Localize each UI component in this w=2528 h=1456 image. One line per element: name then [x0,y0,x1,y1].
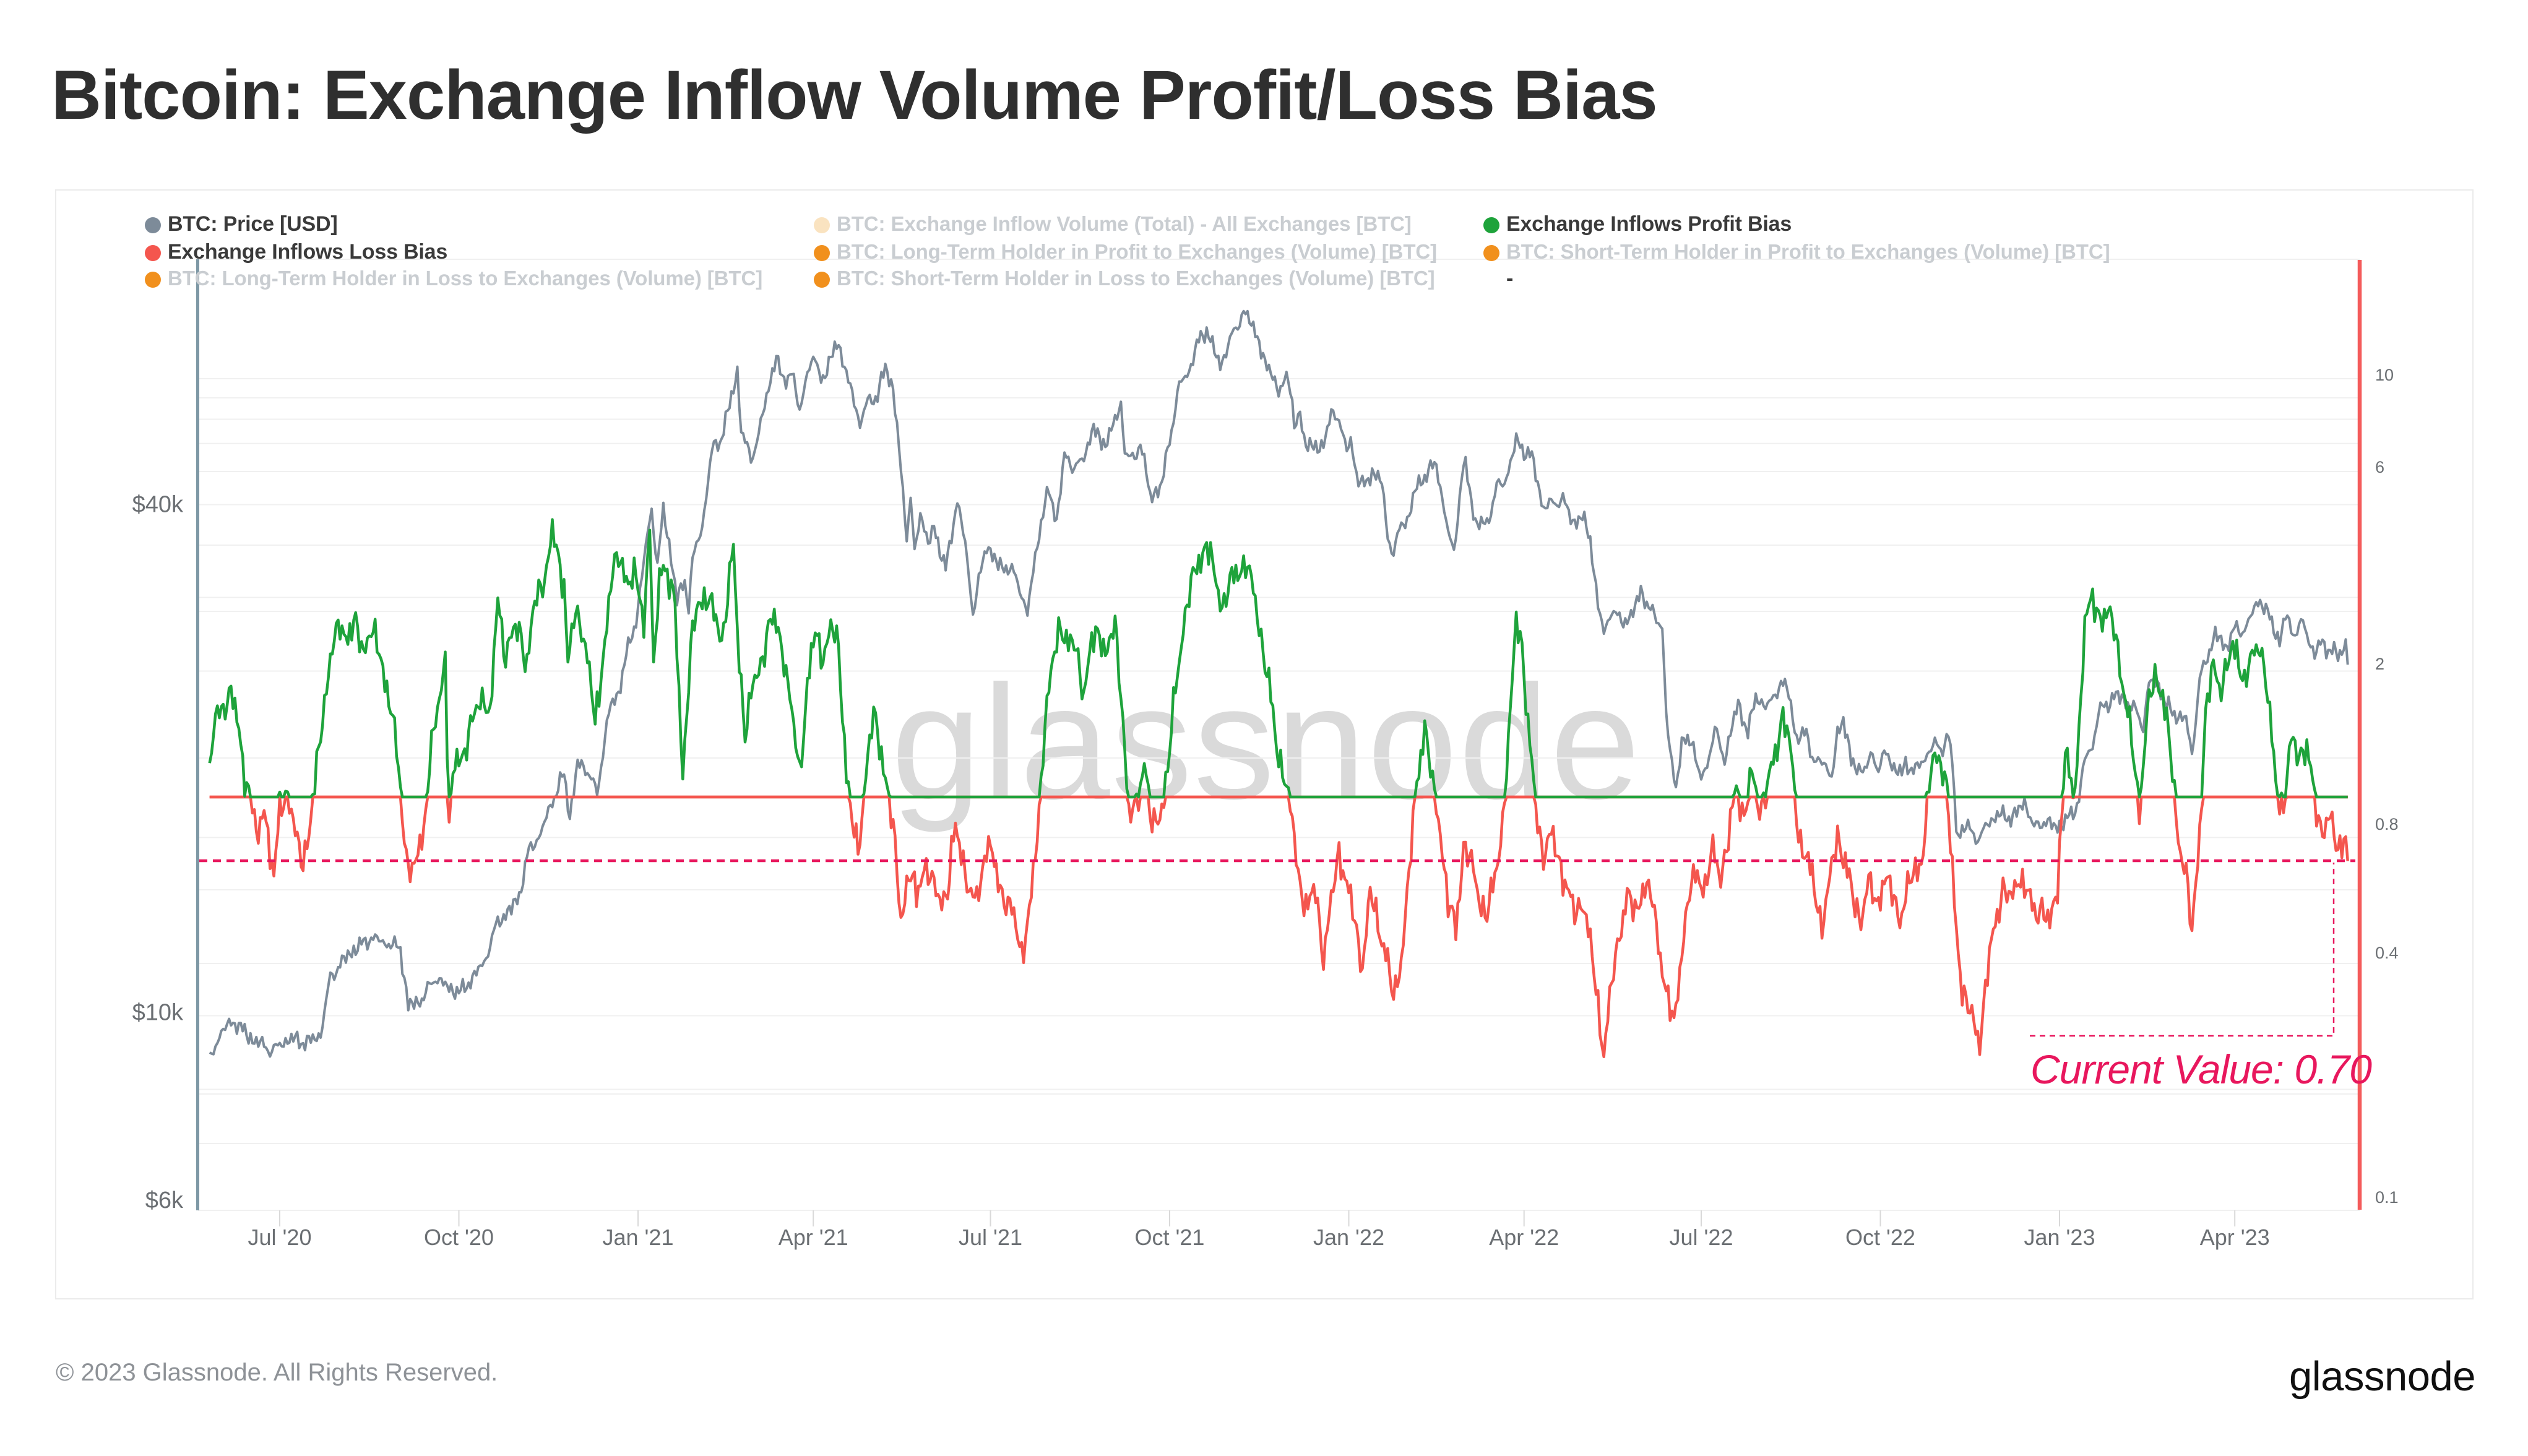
svg-text:Jul '21: Jul '21 [959,1225,1022,1250]
svg-text:Apr '22: Apr '22 [1489,1225,1559,1250]
svg-text:2: 2 [2375,655,2384,673]
svg-text:Jan '22: Jan '22 [1313,1225,1384,1250]
svg-text:$40k: $40k [132,491,184,517]
svg-text:0.1: 0.1 [2375,1188,2399,1207]
svg-text:0.4: 0.4 [2375,944,2399,962]
svg-text:Apr '21: Apr '21 [779,1225,848,1250]
svg-text:Jul '22: Jul '22 [1670,1225,1733,1250]
svg-text:Oct '21: Oct '21 [1135,1225,1205,1250]
svg-text:Jan '23: Jan '23 [2024,1225,2095,1250]
svg-text:Jul '20: Jul '20 [248,1225,312,1250]
svg-text:$10k: $10k [132,1000,184,1026]
svg-text:$6k: $6k [145,1187,184,1213]
svg-text:6: 6 [2375,458,2384,476]
svg-text:Apr '23: Apr '23 [2200,1225,2270,1250]
svg-text:10: 10 [2375,366,2394,384]
svg-text:Jan '21: Jan '21 [603,1225,674,1250]
svg-text:Oct '20: Oct '20 [424,1225,494,1250]
svg-text:0.8: 0.8 [2375,815,2399,834]
svg-text:Oct '22: Oct '22 [1845,1225,1915,1250]
